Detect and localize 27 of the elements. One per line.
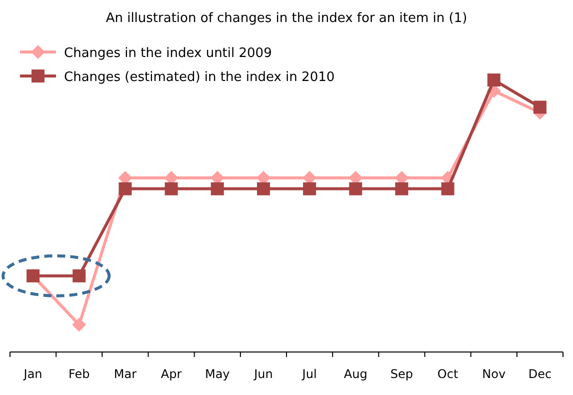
point [164,182,178,196]
point [487,74,500,86]
x-tick-label: Aug [344,367,368,381]
legend-label: Changes (estimated) in the index in 2010 [64,70,335,85]
point [533,100,546,114]
point [72,318,86,332]
x-tick-label: Jan [22,367,42,381]
x-tick-label: Oct [437,367,458,381]
chart-title: An illustration of changes in the index for an item in (1) [106,11,468,26]
x-tick-label: Nov [482,367,506,381]
point [256,182,270,196]
x-tick-label: Feb [68,367,90,381]
x-tick-label: Jun [253,367,273,381]
x-tick-label: Sep [390,367,414,381]
point [72,269,86,282]
x-tick-label: Jul [301,367,317,381]
point [118,182,132,196]
x-tick-label: Apr [160,367,182,381]
point [395,182,408,196]
x-tick-label: Mar [114,367,137,381]
x-tick-label: May [204,367,230,381]
point [349,182,362,196]
point [303,182,316,196]
x-tick-label: Dec [528,367,552,381]
point [441,182,454,196]
legend-label: Changes in the index until 2009 [64,46,272,61]
point [210,182,224,196]
